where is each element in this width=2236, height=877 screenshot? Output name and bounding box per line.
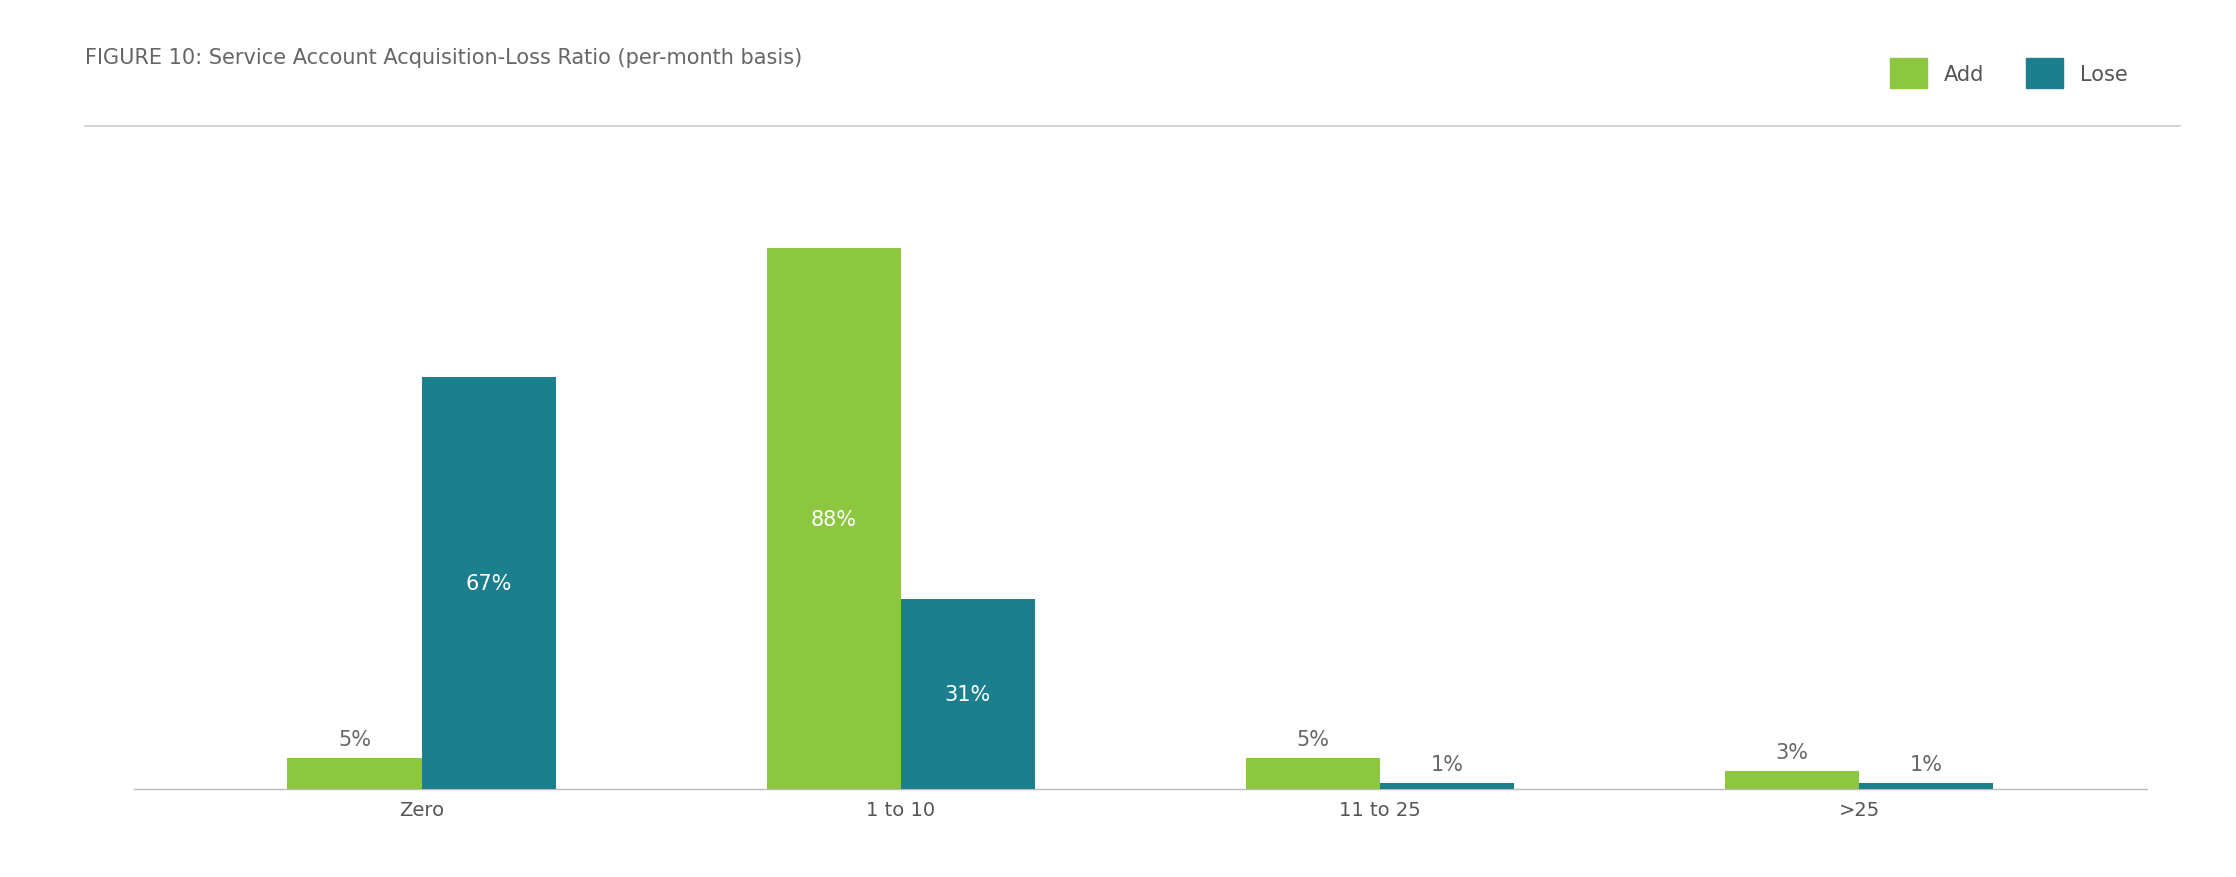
Bar (1858, 783, 1992, 789)
Bar (288, 759, 423, 789)
Legend: Add, Lose: Add, Lose (1880, 51, 2135, 96)
Bar (1245, 759, 1380, 789)
Text: 88%: 88% (812, 510, 856, 529)
Text: 3%: 3% (1775, 742, 1809, 761)
Text: 1%: 1% (1910, 754, 1943, 774)
Bar (423, 378, 557, 789)
Bar (767, 249, 901, 789)
Text: FIGURE 10: Service Account Acquisition-Loss Ratio (per-month basis): FIGURE 10: Service Account Acquisition-L… (85, 48, 803, 68)
Text: 31%: 31% (946, 684, 991, 704)
Text: 5%: 5% (1297, 730, 1330, 749)
Text: 1%: 1% (1431, 754, 1465, 774)
Bar (1724, 771, 1858, 789)
Text: 5%: 5% (338, 730, 371, 749)
Bar (1380, 783, 1514, 789)
Text: 67%: 67% (465, 574, 512, 594)
Bar (901, 599, 1035, 789)
